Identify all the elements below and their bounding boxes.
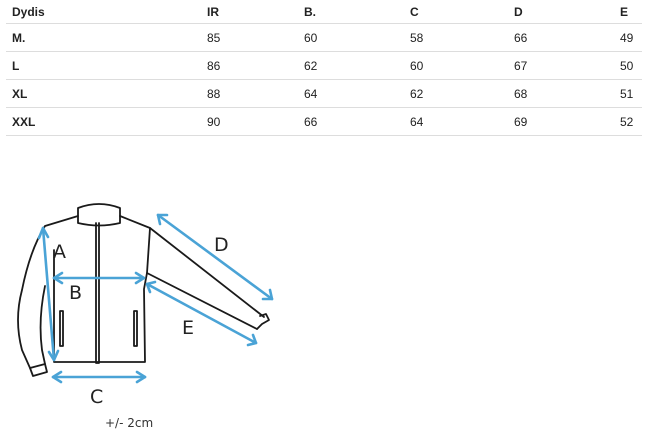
left-side: [17, 215, 151, 369]
header-size: Dydis: [6, 0, 207, 24]
measurement-cell: 64: [304, 79, 410, 108]
tolerance-note: +/- 2cm: [105, 416, 153, 430]
table-row: XXL 90 66 64 69 52: [6, 107, 642, 136]
header-b: B.: [304, 0, 410, 24]
measurement-cell: 66: [514, 23, 620, 52]
arrow-b: [52, 271, 146, 285]
table-header-row: Dydis IR B. C D E: [6, 0, 642, 24]
measurement-cell: 86: [207, 51, 304, 80]
label-d: D: [214, 234, 229, 256]
measurement-cell: 52: [620, 107, 642, 136]
measurement-cell: 62: [410, 79, 514, 108]
measurement-cell: 49: [620, 23, 642, 52]
measurement-cell: 50: [620, 51, 642, 80]
size-table: Dydis IR B. C D E M. 85 60 58 66 49 L 86 62 60 67 5…: [6, 0, 642, 136]
measurement-cell: 60: [304, 23, 410, 52]
table-row: XL 88 64 62 68 51: [6, 79, 642, 108]
left-cuff: [29, 363, 48, 377]
measurement-cell: 67: [514, 51, 620, 80]
measurement-cell: 51: [620, 79, 642, 108]
right-pocket: [133, 310, 138, 347]
label-b: B: [69, 282, 82, 304]
header-d: D: [514, 0, 620, 24]
right-sleeve: [146, 227, 265, 330]
measurement-cell: 88: [207, 79, 304, 108]
size-label: XL: [6, 79, 207, 108]
size-label: M.: [6, 23, 207, 52]
measurement-cell: 60: [410, 51, 514, 80]
measurement-cell: 66: [304, 107, 410, 136]
measurement-cell: 69: [514, 107, 620, 136]
measurement-cell: 68: [514, 79, 620, 108]
right-cuff: [256, 313, 270, 330]
table-row: L 86 62 60 67 50: [6, 51, 642, 80]
arrow-c: [51, 370, 147, 384]
jacket-diagram: A B C D E +/- 2cm: [17, 203, 274, 430]
arrow-e: [145, 280, 258, 347]
measurement-cell: 85: [207, 23, 304, 52]
label-a: A: [53, 241, 66, 263]
size-label: L: [6, 51, 207, 80]
header-c: C: [410, 0, 514, 24]
arrow-a: [37, 226, 60, 362]
table-row: M. 85 60 58 66 49: [6, 23, 642, 52]
header-e: E: [620, 0, 642, 24]
measurement-cell: 64: [410, 107, 514, 136]
header-ir: IR: [207, 0, 304, 24]
measurement-cell: 58: [410, 23, 514, 52]
measurement-cell: 62: [304, 51, 410, 80]
label-e: E: [182, 317, 194, 339]
label-c: C: [90, 386, 103, 408]
measurement-cell: 90: [207, 107, 304, 136]
arrow-d: [156, 213, 274, 301]
size-label: XXL: [6, 107, 207, 136]
zipper: [95, 222, 100, 364]
left-pocket: [59, 310, 64, 347]
collar: [77, 203, 121, 227]
